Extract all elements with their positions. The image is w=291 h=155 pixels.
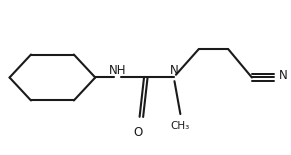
Text: O: O: [134, 126, 143, 139]
Text: CH₃: CH₃: [171, 121, 190, 131]
Text: N: N: [278, 69, 287, 82]
Text: NH: NH: [109, 64, 126, 77]
Text: N: N: [170, 64, 179, 77]
